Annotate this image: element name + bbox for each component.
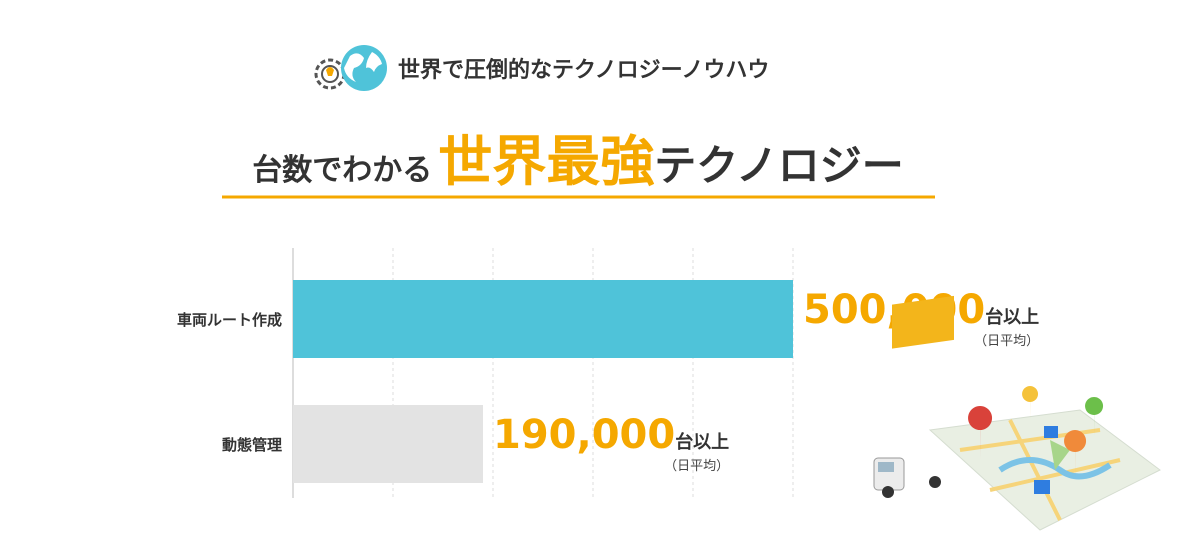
title-part: 世界最強 — [438, 130, 654, 193]
value-suffix: 台以上 — [675, 431, 729, 453]
bar — [293, 405, 483, 483]
title-part: テクノロジー — [654, 141, 903, 190]
title-part: 台数でわかる — [252, 153, 432, 188]
header-icon — [314, 45, 387, 91]
value-label-group: 190,000台以上 — [493, 412, 729, 458]
category-label: 車両ルート作成 — [177, 311, 282, 329]
plot: 車両ルート作成500,000台以上（日平均）動態管理190,000台以上（日平均… — [177, 248, 1039, 498]
value-note: （日平均） — [974, 334, 1039, 349]
value-note: （日平均） — [664, 459, 729, 474]
title: 台数でわかる 世界最強テクノロジー — [252, 130, 903, 193]
value-suffix: 台以上 — [985, 306, 1039, 328]
bar — [293, 280, 793, 358]
value-label: 190,000 — [493, 412, 675, 458]
category-label: 動態管理 — [222, 436, 282, 454]
illustration — [873, 295, 1161, 531]
subtitle: 世界で圧倒的なテクノロジーノウハウ — [398, 57, 769, 83]
